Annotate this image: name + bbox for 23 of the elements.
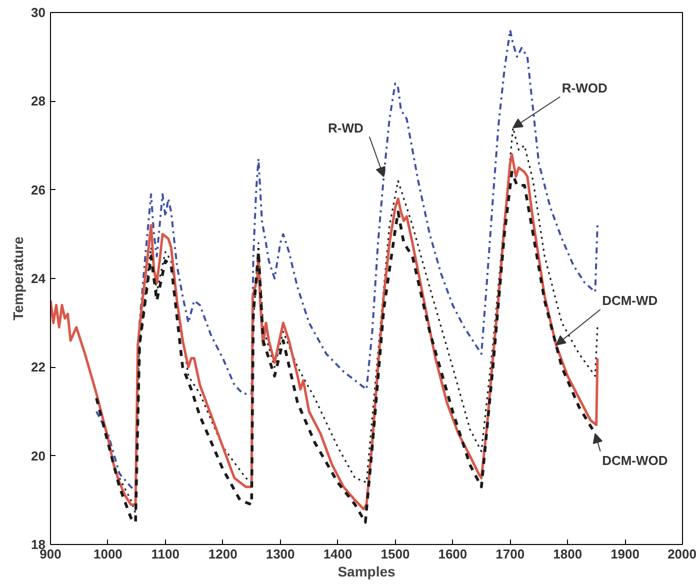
- x-tick-label: 2000: [668, 546, 696, 562]
- x-tick-label: 1800: [553, 546, 582, 562]
- y-axis-title: Temperature: [10, 236, 26, 320]
- y-tick-label: 30: [31, 5, 46, 20]
- series-label: DCM-WOD: [602, 452, 668, 468]
- x-tick-label: 1200: [208, 546, 238, 562]
- x-tick-label: 1900: [610, 546, 640, 562]
- x-tick-label: 1100: [151, 546, 180, 562]
- y-tick-label: 20: [31, 448, 46, 464]
- y-tick-label: 26: [31, 182, 46, 198]
- x-axis-title: Samples: [338, 564, 396, 580]
- x-tick-label: 1300: [266, 546, 295, 562]
- x-tick-label: 1600: [438, 546, 468, 562]
- y-tick-label: 22: [31, 360, 46, 375]
- text: R-WOD: [562, 80, 608, 96]
- x-tick-label: 1500: [380, 546, 410, 562]
- y-tick-label: 28: [31, 94, 46, 109]
- text: DCM-WD: [602, 293, 658, 308]
- series-label: R-WD: [328, 120, 364, 136]
- x-tick-label: 1000: [93, 546, 122, 562]
- y-tick-label: 24: [31, 271, 46, 286]
- x-tick-label: 1400: [323, 546, 352, 562]
- x-tick-label: 1700: [496, 546, 525, 562]
